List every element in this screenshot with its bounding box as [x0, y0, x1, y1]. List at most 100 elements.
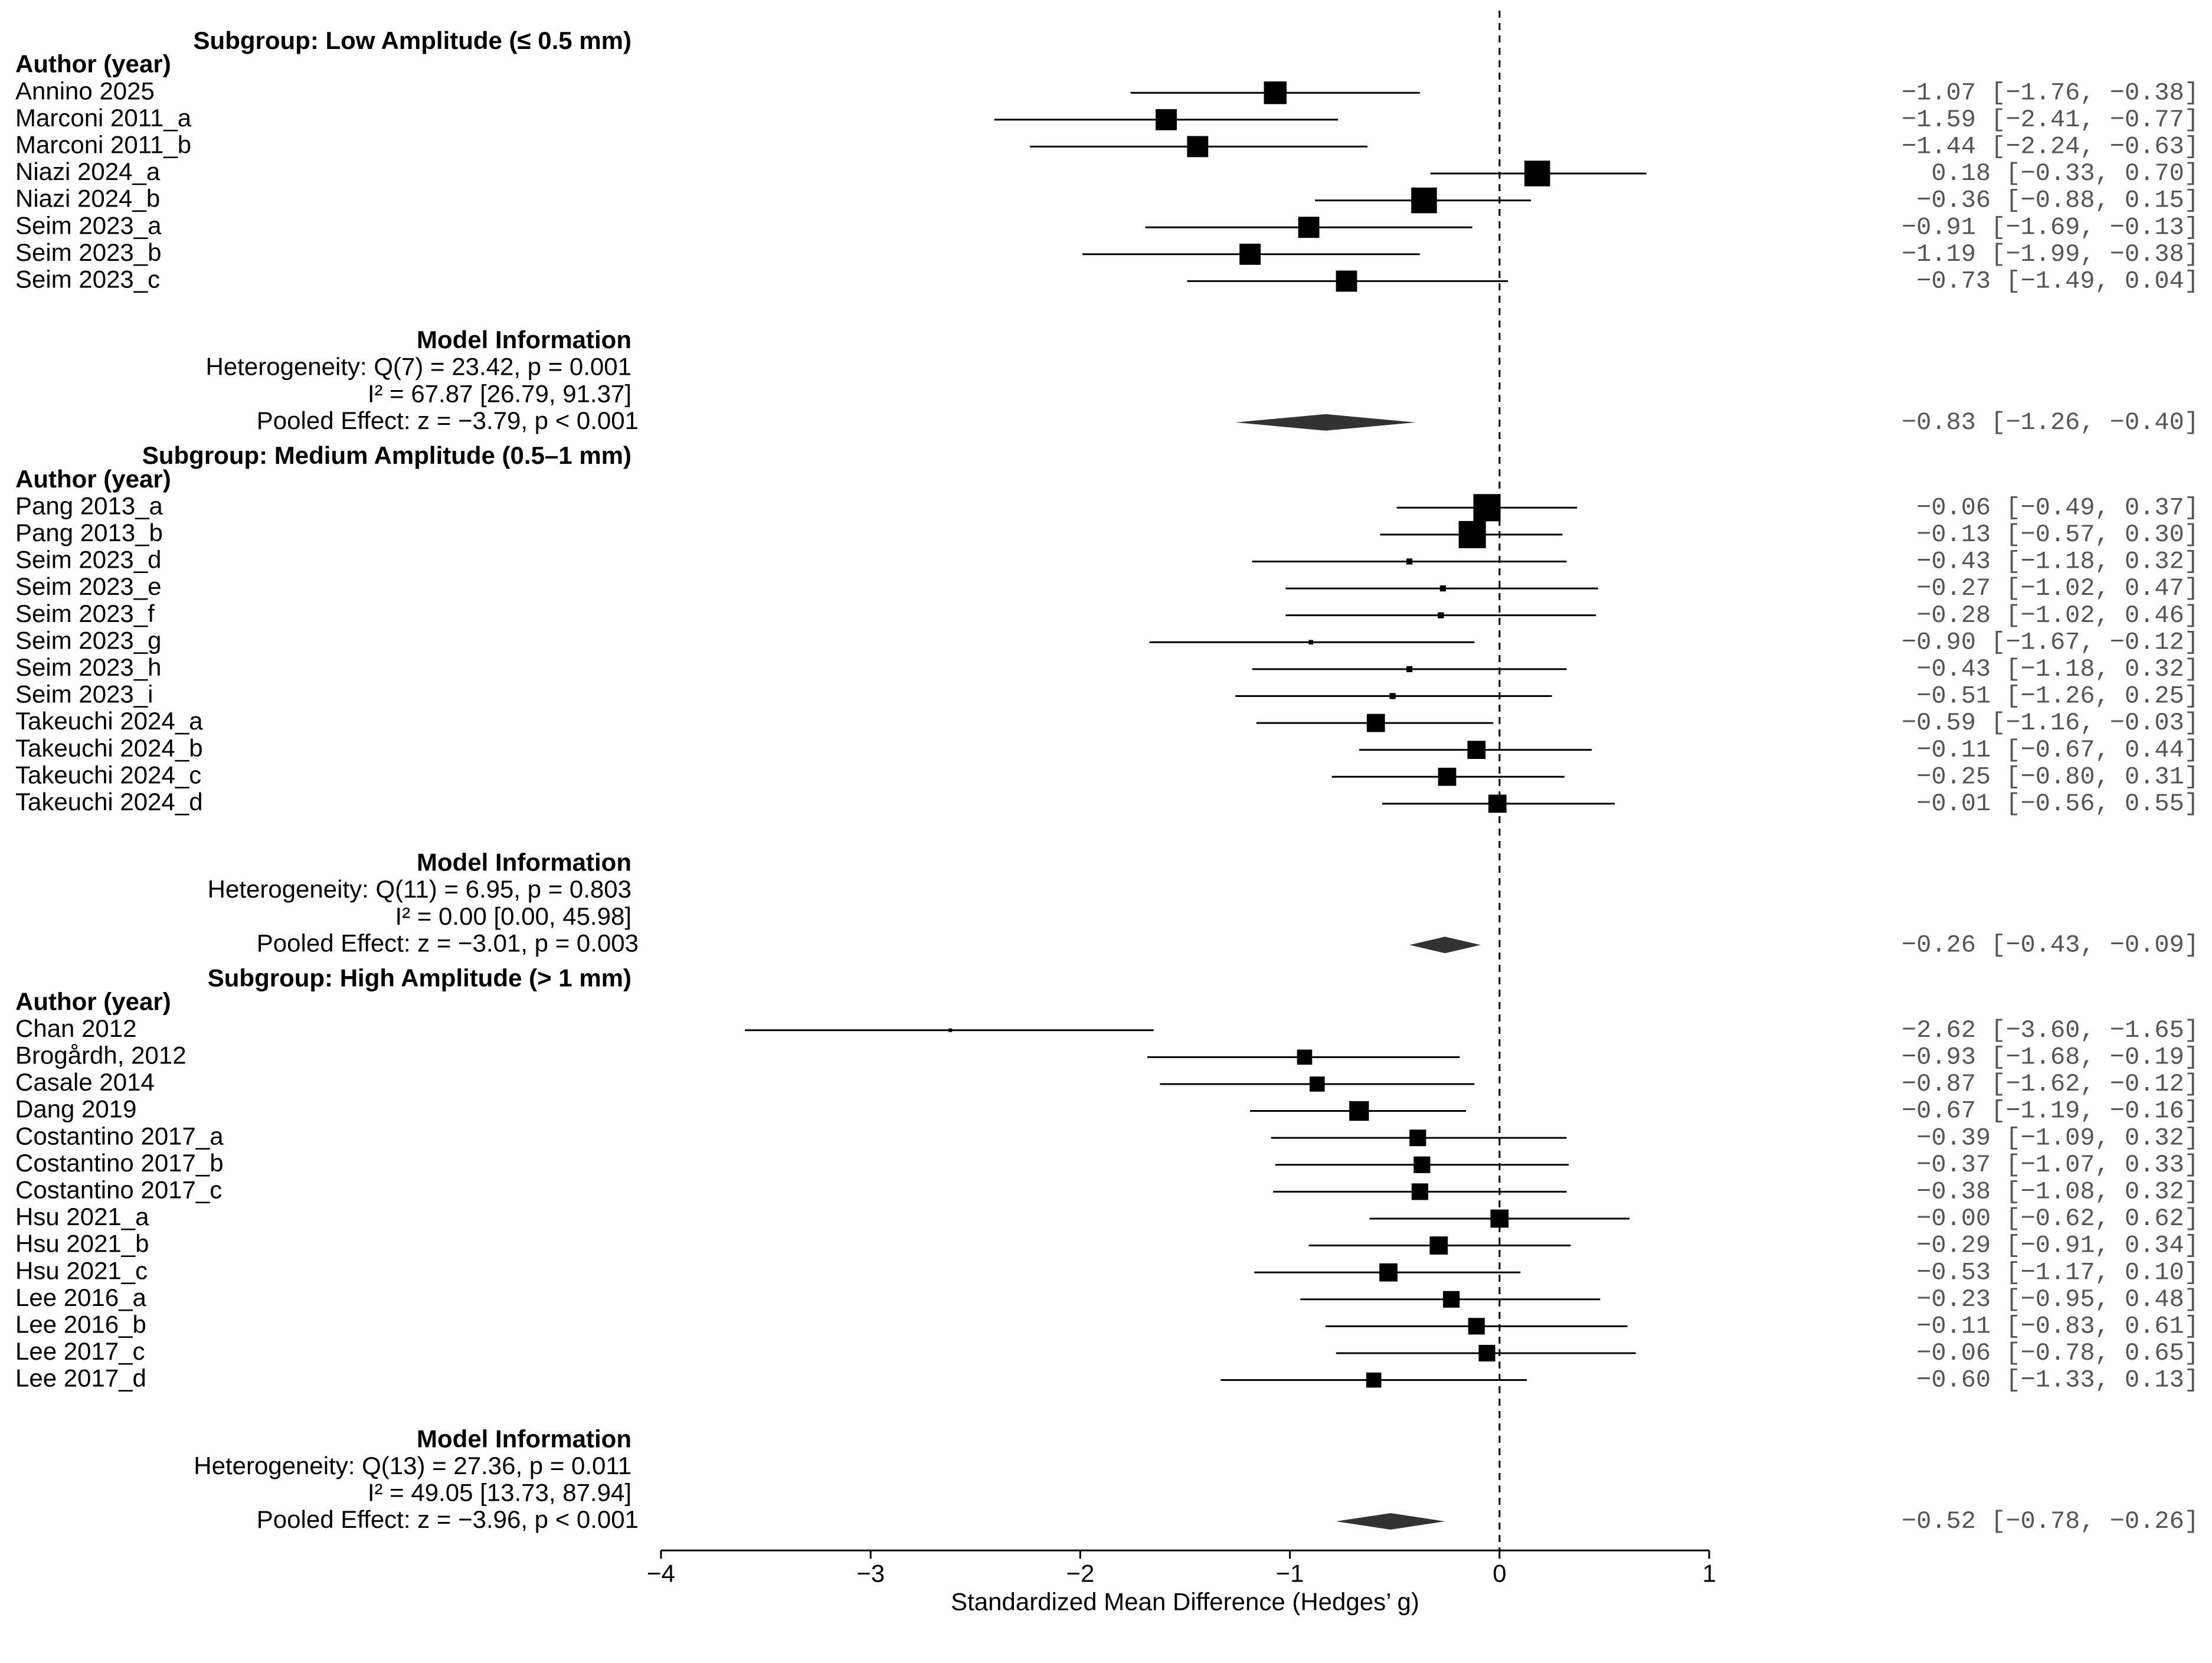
pooled-effect-text: Pooled Effect: z = −3.96, p < 0.001 [257, 1505, 639, 1533]
study-point [1438, 612, 1444, 618]
study-ci-text: −1.19 [−1.99, −0.38] [1902, 240, 2199, 269]
study-ci-text: −0.51 [−1.26, 0.25] [1916, 682, 2199, 711]
i2-text: I² = 67.87 [26.79, 91.37] [368, 379, 631, 407]
study-label: Seim 2023_a [15, 211, 162, 239]
study-point [1379, 1263, 1398, 1282]
study-label: Marconi 2011_b [15, 130, 191, 158]
x-tick-label: 0 [1493, 1559, 1506, 1587]
heterogeneity-text: Heterogeneity: Q(11) = 6.95, p = 0.803 [208, 875, 631, 903]
study-label: Lee 2016_b [15, 1310, 146, 1338]
study-point [1239, 243, 1261, 265]
study-label: Brogårdh, 2012 [15, 1041, 186, 1069]
study-label: Takeuchi 2024_c [15, 761, 201, 788]
study-point [1406, 666, 1413, 672]
pooled-effect-text: Pooled Effect: z = −3.79, p < 0.001 [257, 407, 639, 434]
subgroup-title: Subgroup: Medium Amplitude (0.5–1 mm) [142, 441, 631, 469]
study-ci-text: −0.36 [−0.88, 0.15] [1916, 186, 2199, 215]
study-ci-text: −0.60 [−1.33, 0.13] [1916, 1366, 2199, 1394]
study-ci-text: −0.23 [−0.95, 0.48] [1916, 1285, 2199, 1314]
study-point [1366, 1372, 1382, 1388]
study-point [1458, 520, 1486, 548]
study-label: Dang 2019 [15, 1095, 137, 1123]
study-point [1429, 1236, 1448, 1255]
study-point [1438, 767, 1457, 786]
study-ci-text: −0.43 [−1.18, 0.32] [1916, 548, 2199, 576]
study-point [1467, 741, 1486, 760]
study-point [1389, 693, 1396, 699]
study-ci-text: −0.29 [−0.91, 0.34] [1916, 1232, 2199, 1260]
study-point [1187, 136, 1209, 158]
study-point [1366, 713, 1385, 732]
study-label: Costantino 2017_c [15, 1176, 222, 1203]
study-ci-text: −1.59 [−2.41, −0.77] [1902, 106, 2199, 134]
study-point [1309, 1076, 1325, 1092]
study-point [1156, 109, 1177, 130]
study-label: Hsu 2021_c [15, 1256, 148, 1284]
heterogeneity-text: Heterogeneity: Q(13) = 27.36, p = 0.011 [194, 1452, 631, 1479]
study-ci-text: −0.11 [−0.67, 0.44] [1916, 736, 2199, 764]
study-point [1406, 558, 1413, 565]
study-label: Lee 2017_d [15, 1364, 146, 1392]
pooled-diamond [1336, 1513, 1445, 1530]
study-point [1468, 1318, 1485, 1335]
study-label: Seim 2023_e [15, 572, 162, 600]
pooled-ci-text: −0.52 [−0.78, −0.26] [1902, 1507, 2199, 1536]
study-label: Seim 2023_b [15, 238, 162, 266]
column-header: Author (year) [15, 50, 171, 78]
study-ci-text: −0.93 [−1.68, −0.19] [1902, 1043, 2199, 1071]
study-ci-text: −0.06 [−0.78, 0.65] [1916, 1339, 2199, 1367]
mark-layer [745, 11, 1647, 1551]
x-tick-label: −1 [1276, 1559, 1304, 1587]
study-ci-text: −0.91 [−1.69, −0.13] [1902, 213, 2199, 241]
pooled-diamond [1409, 937, 1481, 954]
study-label: Takeuchi 2024_d [15, 788, 203, 816]
study-ci-text: −0.06 [−0.49, 0.37] [1916, 493, 2199, 522]
study-label: Niazi 2024_a [15, 158, 161, 185]
study-label: Seim 2023_d [15, 546, 162, 574]
study-label: Casale 2014 [15, 1068, 155, 1096]
study-label: Seim 2023_i [15, 680, 153, 708]
study-point [1308, 640, 1313, 645]
study-point [1488, 794, 1507, 813]
study-point [1349, 1101, 1369, 1121]
study-point [1264, 81, 1287, 104]
x-tick-label: 1 [1702, 1559, 1716, 1587]
study-ci-text: 0.18 [−0.33, 0.70] [1931, 159, 2199, 188]
column-header: Author (year) [15, 987, 171, 1015]
study-label: Lee 2016_a [15, 1284, 147, 1311]
study-label: Seim 2023_f [15, 600, 155, 627]
study-label: Annino 2025 [15, 77, 155, 104]
x-tick-label: −2 [1066, 1559, 1094, 1587]
study-label: Pang 2013_a [15, 492, 163, 519]
study-label: Seim 2023_h [15, 653, 162, 681]
x-axis: −4 −3 −2 −1 0 1 Standardized Mean Difference (… [647, 1549, 1716, 1615]
study-ci-text: −0.11 [−0.83, 0.61] [1916, 1312, 2199, 1340]
study-label: Lee 2017_c [15, 1337, 145, 1365]
study-ci-text: −0.27 [−1.02, 0.47] [1916, 574, 2199, 603]
column-header: Author (year) [15, 465, 171, 493]
model-info-title: Model Information [417, 1425, 631, 1452]
study-ci-text: −0.25 [−0.80, 0.31] [1916, 762, 2199, 791]
pooled-ci-text: −0.83 [−1.26, −0.40] [1902, 408, 2199, 437]
study-ci-text: −0.38 [−1.08, 0.32] [1916, 1177, 2199, 1206]
study-label: Niazi 2024_b [15, 185, 160, 212]
study-ci-text: −0.73 [−1.49, 0.04] [1916, 267, 2199, 295]
model-info-title: Model Information [417, 326, 631, 353]
study-label: Seim 2023_c [15, 265, 160, 293]
study-label: Takeuchi 2024_b [15, 734, 203, 762]
study-point [1473, 494, 1501, 522]
study-ci-text: −0.00 [−0.62, 0.62] [1916, 1204, 2199, 1233]
study-point [1297, 1049, 1313, 1065]
i2-text: I² = 0.00 [0.00, 45.98] [395, 902, 631, 930]
study-ci-text: −0.43 [−1.18, 0.32] [1916, 655, 2199, 683]
subgroup-title: Subgroup: High Amplitude (> 1 mm) [208, 964, 631, 992]
pooled-effect-text: Pooled Effect: z = −3.01, p = 0.003 [257, 929, 639, 957]
study-ci-text: −2.62 [−3.60, −1.65] [1902, 1016, 2199, 1045]
study-label: Hsu 2021_b [15, 1230, 149, 1258]
label-layer: Subgroup: Low Amplitude (≤ 0.5 mm) Author… [15, 27, 2199, 1536]
study-point [948, 1028, 953, 1032]
study-label: Pang 2013_b [15, 519, 163, 546]
study-ci-text: −1.44 [−2.24, −0.63] [1902, 132, 2199, 161]
study-label: Takeuchi 2024_a [15, 707, 203, 735]
